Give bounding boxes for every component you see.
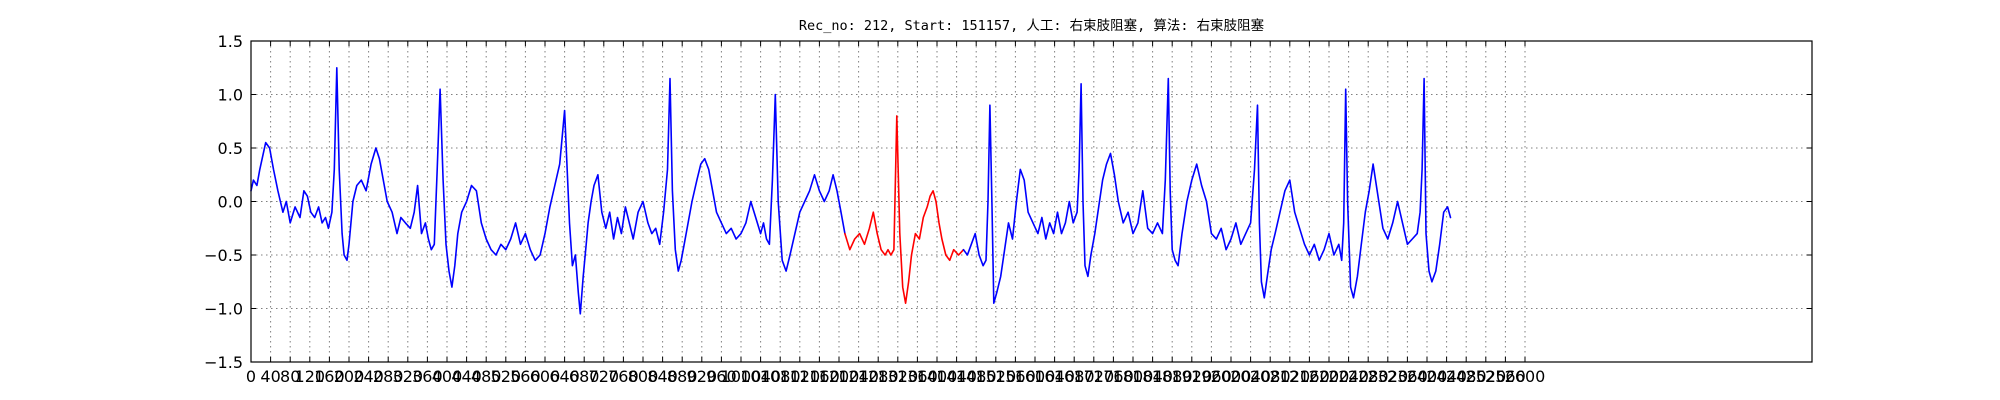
x-tick-label: 320 — [393, 367, 424, 386]
y-tick-label: 0.0 — [218, 193, 243, 212]
x-tick-label: 1480 — [956, 367, 997, 386]
y-tick-label: −0.5 — [204, 246, 243, 265]
x-tick-label: 1720 — [1073, 367, 1114, 386]
x-tick-label: 800 — [628, 367, 659, 386]
x-tick-label: 2600 — [1505, 367, 1546, 386]
x-tick-label: 920 — [687, 367, 718, 386]
x-tick-label: 1920 — [1171, 367, 1212, 386]
x-tick-label: 2520 — [1465, 367, 1506, 386]
x-tick-label: 960 — [706, 367, 737, 386]
ecg-trace-2 — [962, 77, 1452, 305]
ecg-trace-0 — [250, 67, 846, 315]
x-tick-label: 2320 — [1367, 367, 1408, 386]
x-tick-label: 480 — [471, 367, 502, 386]
x-tick-label: 1000 — [721, 367, 762, 386]
x-tick-label: 2040 — [1230, 367, 1271, 386]
x-tick-label: 2000 — [1211, 367, 1252, 386]
x-tick-label: 1400 — [917, 367, 958, 386]
x-tick-label: 400 — [432, 367, 463, 386]
x-tick-label: 2360 — [1387, 367, 1428, 386]
x-tick-label: 1680 — [1054, 367, 1095, 386]
plot-grid — [250, 41, 1812, 362]
x-tick-label: 1080 — [760, 367, 801, 386]
x-tick-label: 1280 — [858, 367, 899, 386]
x-tick-label: 160 — [314, 367, 345, 386]
x-tick-label: 200 — [334, 367, 365, 386]
x-tick-label: 840 — [647, 367, 678, 386]
x-tick-label: 720 — [589, 367, 620, 386]
x-tick-label: 760 — [608, 367, 639, 386]
x-tick-label: 2240 — [1328, 367, 1369, 386]
x-tick-label: 2400 — [1407, 367, 1448, 386]
x-tick-label: 2280 — [1348, 367, 1389, 386]
x-tick-label: 520 — [491, 367, 522, 386]
y-tick-label: −1.0 — [204, 300, 243, 319]
x-tick-label: 1560 — [995, 367, 1036, 386]
x-tick-label: 2200 — [1309, 367, 1350, 386]
x-tick-label: 560 — [510, 367, 541, 386]
x-tick-label: 1120 — [779, 367, 820, 386]
series-group — [250, 67, 1452, 315]
x-tick-label: 440 — [451, 367, 482, 386]
x-tick-label: 1440 — [936, 367, 977, 386]
x-tick-label: 1640 — [1034, 367, 1075, 386]
x-tick-label: 1200 — [819, 367, 860, 386]
y-axis: −1.5 −1.0 −0.5 0.0 0.5 1.0 1.5 — [204, 32, 1812, 372]
x-tick-label: 680 — [569, 367, 600, 386]
y-tick-label: −1.5 — [204, 353, 243, 372]
x-tick-label: 80 — [280, 367, 300, 386]
x-tick-label: 1880 — [1152, 367, 1193, 386]
x-tick-label: 280 — [373, 367, 404, 386]
x-tick-label: 1520 — [975, 367, 1016, 386]
x-tick-label: 1960 — [1191, 367, 1232, 386]
x-tick-label: 1360 — [897, 367, 938, 386]
x-tick-label: 880 — [667, 367, 698, 386]
x-tick-label: 1800 — [1113, 367, 1154, 386]
x-axis: 0 40 8012016020024028032036040044048052056… — [246, 41, 1545, 386]
chart-title: Rec_no: 212, Start: 151157, 人工: 右束肢阻塞, 算… — [799, 17, 1265, 34]
y-tick-label: 0.5 — [218, 139, 243, 158]
x-tick-label: 1160 — [799, 367, 840, 386]
x-tick-label: 1240 — [838, 367, 879, 386]
x-tick-label: 240 — [353, 367, 384, 386]
y-tick-label: 1.0 — [218, 86, 243, 105]
x-tick-label: 120 — [295, 367, 326, 386]
x-tick-label: 1040 — [740, 367, 781, 386]
x-tick-label: 1760 — [1093, 367, 1134, 386]
x-tick-label: 2440 — [1426, 367, 1467, 386]
x-tick-label: 1320 — [877, 367, 918, 386]
x-tick-label: 2120 — [1269, 367, 1310, 386]
x-tick-label: 1600 — [1015, 367, 1056, 386]
x-tick-label: 640 — [549, 367, 580, 386]
ecg-trace-highlighted-1 — [844, 115, 965, 305]
x-tick-label: 40 — [260, 367, 280, 386]
x-tick-label: 600 — [530, 367, 561, 386]
x-tick-label: 2560 — [1485, 367, 1526, 386]
y-tick-label: 1.5 — [218, 32, 243, 51]
x-tick-label: 2480 — [1446, 367, 1487, 386]
x-tick-label: 0 — [246, 367, 256, 386]
x-tick-label: 2080 — [1250, 367, 1291, 386]
x-tick-label: 2160 — [1289, 367, 1330, 386]
x-tick-label: 360 — [412, 367, 443, 386]
x-tick-label: 1840 — [1132, 367, 1173, 386]
